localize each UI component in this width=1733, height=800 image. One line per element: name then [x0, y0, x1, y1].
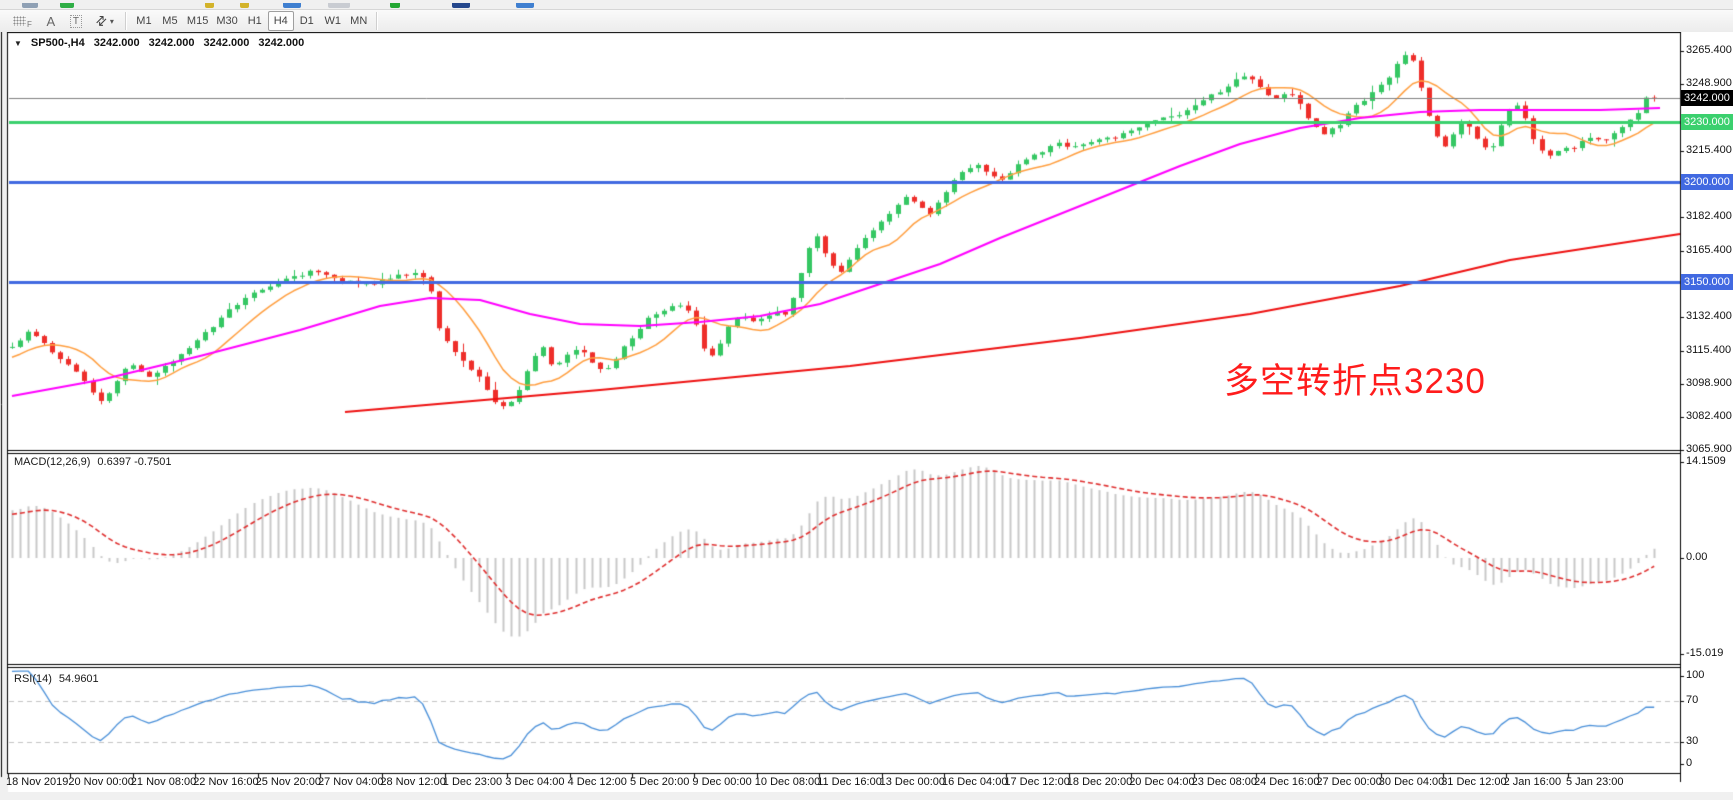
current-price-box: 3242.000 — [1681, 90, 1733, 106]
level-price-box: 3150.000 — [1681, 274, 1733, 290]
rsi-value: 54.9601 — [58, 673, 99, 685]
price-tick-label: 3098.900 — [1686, 377, 1732, 390]
macd-values: 0.6397 -0.7501 — [97, 456, 172, 468]
ohlc-low: 3242.000 — [203, 37, 250, 49]
text-box-tool-button[interactable]: T — [63, 12, 89, 30]
timeframe-button-m30[interactable]: M30 — [212, 11, 241, 31]
toolbar-main: F A T ⇄ ▾ M1 M5 M15 M30 H1 H4 D1 W1 MN — [0, 10, 1733, 32]
time-axis: 18 Nov 2019 20 Nov 00:00 21 Nov 08:00 22 No… — [0, 776, 1733, 792]
ohlc-high: 3242.000 — [148, 37, 195, 49]
timeframe-button-w1[interactable]: W1 — [320, 11, 346, 31]
timeframe-button-h1[interactable]: H1 — [242, 11, 268, 31]
clipped-icon — [283, 3, 301, 8]
rsi-tick-label: 70 — [1686, 694, 1699, 706]
clipped-icon — [328, 3, 350, 8]
chevron-down-icon: ▾ — [109, 16, 114, 26]
time-tick-label: 20 Dec 04:00 — [1129, 776, 1195, 788]
level-price-box: 3200.000 — [1681, 174, 1733, 190]
clipped-icon — [452, 3, 470, 8]
grid-snap-tool-button[interactable]: F — [6, 12, 39, 30]
symbol-label: SP500-,H4 — [30, 37, 85, 49]
timeframe-button-m5[interactable]: M5 — [157, 11, 183, 31]
chart-window: ▼ SP500-,H4 3242.000 3242.000 3242.000 3… — [0, 32, 1733, 792]
time-tick-label: 30 Dec 04:00 — [1378, 776, 1445, 788]
clipped-icon — [205, 3, 214, 8]
macd-tick-label: 14.1509 — [1686, 455, 1726, 467]
time-tick-label: 11 Dec 16:00 — [817, 776, 882, 788]
time-tick-label: 18 Dec 20:00 — [1066, 776, 1133, 788]
time-tick-label: 10 Dec 08:00 — [754, 776, 821, 788]
time-tick-label: 1 Dec 23:00 — [442, 776, 503, 788]
time-tick-label: 3 Dec 04:00 — [505, 776, 565, 788]
time-tick-label: 21 Nov 08:00 — [130, 776, 197, 788]
text-tool-icon: T — [69, 14, 82, 28]
time-tick-label: 5 Jan 23:00 — [1566, 776, 1624, 788]
timeframe-button-mn[interactable]: MN — [346, 11, 372, 31]
price-tick-label: 3248.900 — [1686, 77, 1732, 90]
ohlc-close: 3242.000 — [258, 37, 305, 49]
time-tick-label: 23 Dec 08:00 — [1191, 776, 1258, 788]
clipped-icon — [60, 3, 74, 8]
time-tick-label: 22 Nov 16:00 — [193, 776, 259, 788]
level-price-box: 3230.000 — [1681, 114, 1733, 130]
rsi-pane-label: RSI(14) 54.9601 — [14, 673, 99, 685]
price-tick-label: 3082.400 — [1686, 410, 1732, 423]
rsi-tick-label: 0 — [1686, 757, 1693, 769]
macd-name: MACD(12,26,9) — [14, 456, 91, 468]
clipped-icon — [240, 3, 249, 8]
chart-title: ▼ SP500-,H4 3242.000 3242.000 3242.000 3… — [14, 37, 304, 49]
price-tick-label: 3115.400 — [1686, 344, 1732, 357]
time-tick-label: 18 Nov 2019 — [6, 776, 69, 788]
letter-a-icon: A — [46, 13, 56, 29]
toolbar-separator — [375, 12, 378, 30]
ohlc-open: 3242.000 — [93, 37, 140, 49]
time-tick-label: 13 Dec 00:00 — [879, 776, 946, 788]
price-tick-label: 3132.400 — [1686, 310, 1732, 323]
price-chart-canvas[interactable] — [0, 32, 1733, 792]
rsi-tick-label: 100 — [1686, 669, 1705, 681]
chart-text-annotation: 多空转折点3230 — [1224, 362, 1486, 401]
clipped-icon — [390, 3, 400, 8]
price-tick-label: 3265.400 — [1686, 44, 1732, 57]
rsi-tick-label: 30 — [1686, 735, 1699, 747]
time-tick-label: 27 Dec 00:00 — [1316, 776, 1382, 788]
time-tick-label: 31 Dec 12:00 — [1441, 776, 1507, 788]
text-label-tool-button[interactable]: A — [39, 12, 63, 30]
price-tick-label: 3215.400 — [1686, 144, 1732, 157]
timeframe-button-d1[interactable]: D1 — [294, 11, 320, 31]
timeframe-button-m15[interactable]: M15 — [183, 11, 212, 31]
dot-grid-icon — [13, 16, 26, 26]
collapse-triangle-icon[interactable]: ▼ — [14, 38, 22, 48]
clipped-icon — [22, 3, 38, 8]
timeframe-bar: M1 M5 M15 M30 H1 H4 D1 W1 MN — [131, 10, 372, 32]
price-tick-label: 3165.400 — [1686, 244, 1732, 257]
time-tick-label: 16 Dec 04:00 — [942, 776, 1008, 788]
time-tick-label: 27 Nov 04:00 — [318, 776, 384, 788]
time-tick-label: 5 Dec 20:00 — [630, 776, 690, 788]
cursor-arrows-tool-button[interactable]: ⇄ ▾ — [89, 11, 121, 30]
time-tick-label: 25 Nov 20:00 — [255, 776, 322, 788]
macd-pane-label: MACD(12,26,9) 0.6397 -0.7501 — [14, 456, 171, 468]
time-tick-label: 24 Dec 16:00 — [1254, 776, 1320, 788]
time-tick-label: 2 Jan 16:00 — [1503, 776, 1562, 788]
time-tick-label: 17 Dec 12:00 — [1004, 776, 1070, 788]
diagonal-arrows-icon: ⇄ — [91, 11, 111, 30]
macd-tick-label: -15.019 — [1686, 647, 1724, 659]
price-tick-label: 3065.900 — [1686, 443, 1732, 456]
timeframe-button-m1[interactable]: M1 — [131, 11, 157, 31]
time-tick-label: 9 Dec 00:00 — [692, 776, 752, 788]
timeframe-button-h4[interactable]: H4 — [267, 11, 294, 31]
toolbar-top-clipped — [0, 0, 1733, 10]
grid-suffix-label: F — [27, 19, 32, 29]
time-tick-label: 28 Nov 12:00 — [380, 776, 446, 788]
rsi-name: RSI(14) — [14, 673, 52, 685]
clipped-icon — [516, 3, 534, 8]
time-tick-label: 4 Dec 12:00 — [567, 776, 627, 788]
time-tick-label: 20 Nov 00:00 — [68, 776, 134, 788]
toolbar-separator — [124, 12, 127, 30]
price-tick-label: 3182.400 — [1686, 210, 1732, 223]
macd-tick-label: 0.00 — [1686, 551, 1708, 563]
